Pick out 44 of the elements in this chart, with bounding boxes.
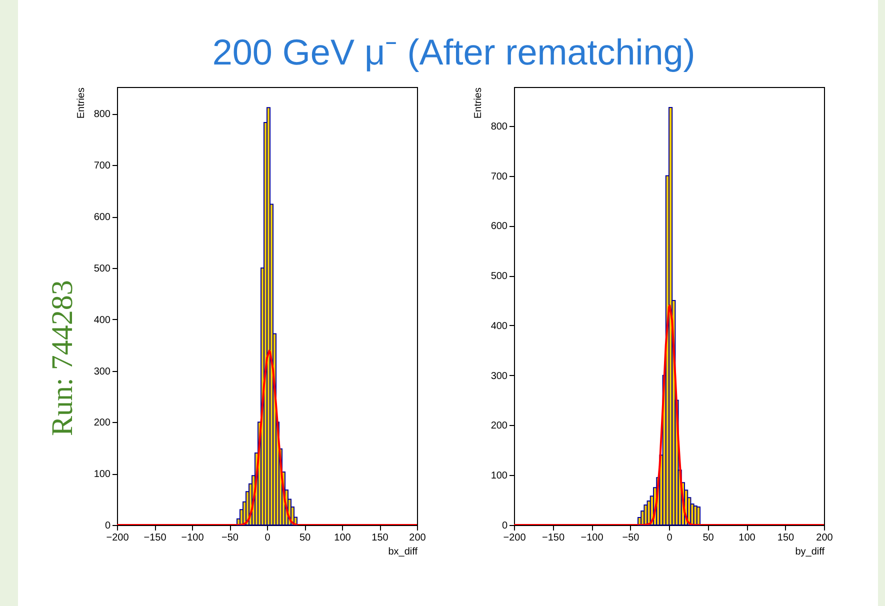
y-tick-label: 200: [94, 418, 111, 429]
x-tick-label: 200: [816, 532, 834, 544]
y-tick-label: 500: [490, 271, 508, 282]
y-axis-title: Entries: [472, 88, 484, 119]
y-tick-label: 500: [94, 263, 111, 274]
y-tick-label: 300: [94, 366, 111, 378]
line-series: [117, 350, 417, 525]
x-tick-label: −100: [181, 532, 204, 544]
x-tick-label: 150: [372, 532, 389, 544]
y-tick-label: 600: [94, 212, 111, 224]
y-tick-label: 400: [490, 320, 508, 332]
x-tick-label: −150: [542, 532, 565, 544]
line-series: [514, 304, 824, 525]
text: Run: 744283: [46, 280, 80, 436]
x-tick-label: 200: [409, 532, 426, 544]
x-axis-title: bx_diff: [388, 546, 418, 558]
x-tick-label: −100: [580, 532, 604, 544]
x-tick-label: −50: [222, 532, 239, 544]
x-tick-label: 0: [264, 532, 271, 544]
y-tick-label: 300: [490, 370, 508, 382]
y-tick-label: 600: [490, 221, 508, 232]
y-tick-label: 100: [94, 469, 111, 480]
y-tick-label: 700: [490, 171, 508, 182]
y-tick-label: 800: [490, 121, 508, 132]
x-tick-label: 50: [702, 532, 714, 544]
x-tick-label: −150: [144, 532, 167, 544]
x-axis-title: by_diff: [795, 546, 825, 558]
x-tick-label: −200: [503, 532, 526, 544]
y-tick-label: 400: [94, 314, 111, 326]
y-tick-label: 200: [490, 420, 508, 432]
y-tick-label: 0: [104, 520, 111, 532]
x-tick-label: 100: [738, 532, 756, 544]
x-tick-label: 150: [777, 532, 795, 544]
x-tick-label: 100: [334, 532, 352, 544]
y-tick-label: 0: [502, 520, 508, 532]
x-tick-label: −200: [106, 532, 130, 544]
y-axis-title: Entries: [76, 88, 87, 119]
x-tick-label: −50: [622, 532, 640, 544]
chart-title: 200 GeV μ⁻ (After rematching): [212, 32, 696, 72]
x-tick-label: 0: [666, 532, 673, 544]
y-tick-label: 800: [94, 109, 111, 120]
y-tick-label: 100: [490, 470, 508, 482]
y-tick-label: 700: [94, 160, 111, 172]
x-tick-label: 50: [299, 532, 311, 544]
